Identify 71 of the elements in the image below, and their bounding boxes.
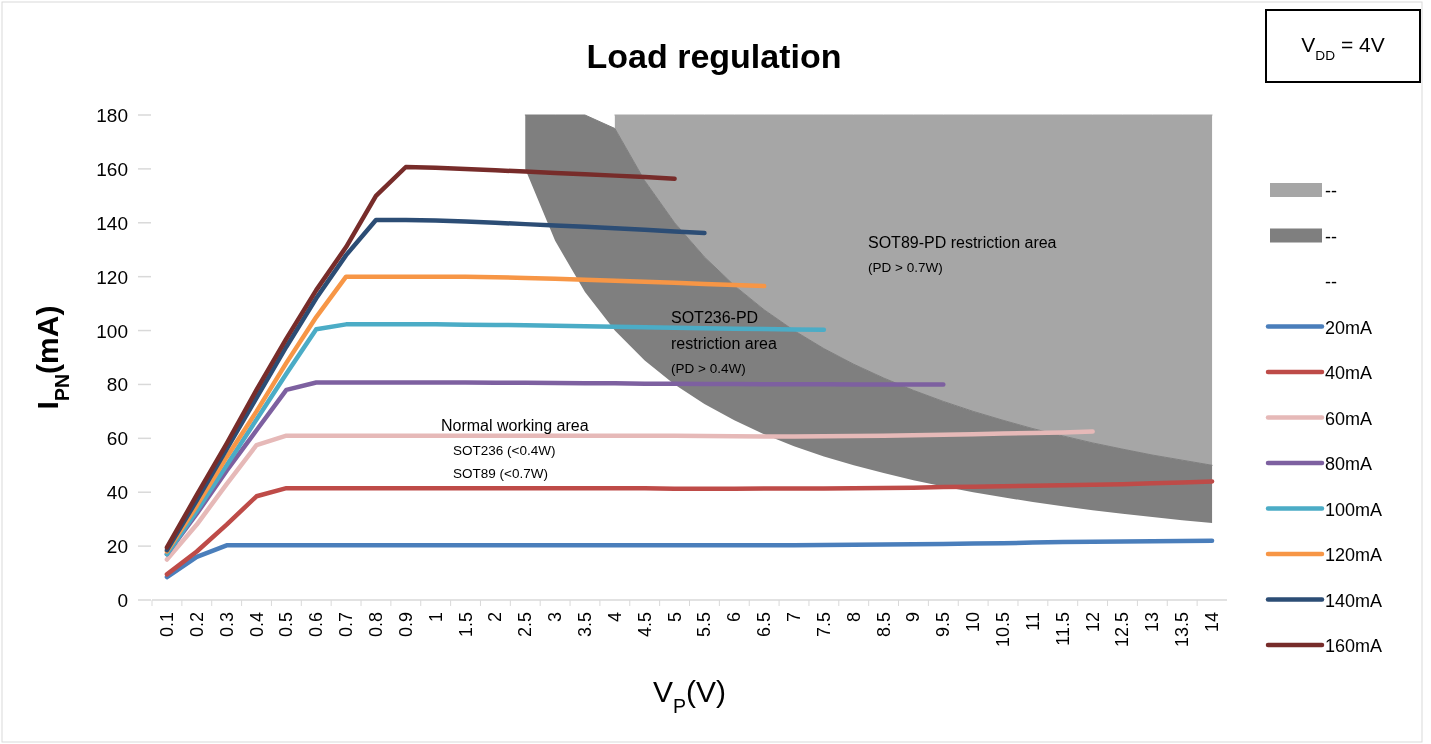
- x-tick-label: 9.5: [933, 612, 954, 638]
- x-tick-label: 12.5: [1112, 612, 1133, 648]
- x-tick-label: 4: [604, 612, 625, 623]
- x-tick-label: 0.8: [365, 612, 386, 638]
- x-axis-title: V$_{P}$(V): [652, 675, 727, 717]
- y-tick-label: 120: [96, 266, 128, 288]
- x-tick-label: 5: [664, 612, 685, 623]
- legend-label: --: [1325, 181, 1337, 201]
- line-series: [164, 538, 1215, 580]
- x-tick-label: 7.5: [813, 612, 834, 638]
- legend-label: 40mA: [1325, 363, 1373, 383]
- chart-title: Load regulation: [586, 37, 842, 75]
- text: --: [1325, 272, 1337, 292]
- annotation: SOT89 (<0.7W): [453, 466, 548, 481]
- annotation: (PD > 0.4W): [671, 361, 746, 376]
- x-tick-label: 2.5: [515, 612, 536, 638]
- x-tick-label: 0.5: [276, 612, 297, 638]
- x-tick-label: 10.5: [993, 612, 1014, 648]
- legend-label: 60mA: [1325, 408, 1373, 429]
- text: V$_{DD}$ = 4V: [1301, 33, 1385, 63]
- y-tick-label: 160: [96, 158, 128, 180]
- x-tick-label: 3.5: [574, 612, 595, 638]
- x-tick-label: 13: [1142, 612, 1163, 633]
- annotation: restriction area: [671, 335, 777, 352]
- x-tick-label: 4.5: [634, 612, 655, 638]
- line-series: [164, 322, 827, 557]
- y-tick-label: 180: [96, 105, 128, 126]
- annotation: SOT89-PD restriction area: [868, 234, 1057, 251]
- y-tick-label: 40: [106, 482, 128, 504]
- x-tick-label: 7: [784, 612, 805, 623]
- x-tick-label: 6.5: [754, 612, 775, 638]
- x-tick-label: 10: [963, 612, 984, 633]
- y-tick-label: 140: [96, 212, 128, 234]
- x-tick-label: 1: [425, 612, 446, 623]
- x-tick-label: 12: [1082, 612, 1103, 633]
- x-tick-label: 0.7: [336, 612, 357, 638]
- y-tick-label: 60: [106, 428, 128, 450]
- legend-label: 80mA: [1325, 454, 1373, 474]
- legend-label: --: [1325, 226, 1337, 247]
- x-tick-label: 13.5: [1172, 612, 1193, 648]
- x-tick-label: 11.5: [1052, 612, 1073, 646]
- legend-label: 20mA: [1325, 317, 1373, 338]
- x-tick-label: 11: [1022, 612, 1043, 631]
- x-tick-label: 0.2: [186, 612, 207, 638]
- annotation: Normal working area: [441, 417, 589, 434]
- x-tick-label: 1.5: [455, 612, 476, 638]
- x-tick-label: 9: [903, 612, 924, 623]
- x-tick-label: 0.3: [216, 612, 237, 638]
- x-tick-label: 6: [724, 612, 745, 623]
- annotation: SOT236-PD: [671, 309, 759, 326]
- y-tick-label: 100: [96, 320, 128, 342]
- x-tick-label: 0.4: [246, 612, 267, 638]
- x-tick-label: 5.5: [694, 612, 715, 638]
- y-tick-label: 0: [117, 590, 128, 611]
- legend-label: 140mA: [1325, 590, 1383, 611]
- y-tick-label: 20: [106, 536, 128, 558]
- x-tick-label: 8.5: [873, 612, 894, 638]
- x-tick-label: 0.6: [306, 612, 327, 638]
- legend-label: 120mA: [1325, 545, 1383, 565]
- legend-label: 160mA: [1325, 636, 1383, 656]
- line-series: [164, 479, 1215, 577]
- annotation: SOT236 (<0.4W): [453, 443, 556, 458]
- annotation: (PD > 0.7W): [868, 260, 943, 275]
- x-tick-label: 8: [843, 612, 864, 623]
- x-tick-label: 0.9: [395, 612, 416, 638]
- x-tick-label: 3: [545, 612, 566, 623]
- x-tick-label: 2: [485, 612, 506, 623]
- legend-label: 100mA: [1325, 499, 1383, 520]
- x-tick-label: 0.1: [156, 612, 177, 638]
- y-tick-label: 80: [106, 374, 128, 396]
- x-tick-label: 14: [1202, 612, 1223, 633]
